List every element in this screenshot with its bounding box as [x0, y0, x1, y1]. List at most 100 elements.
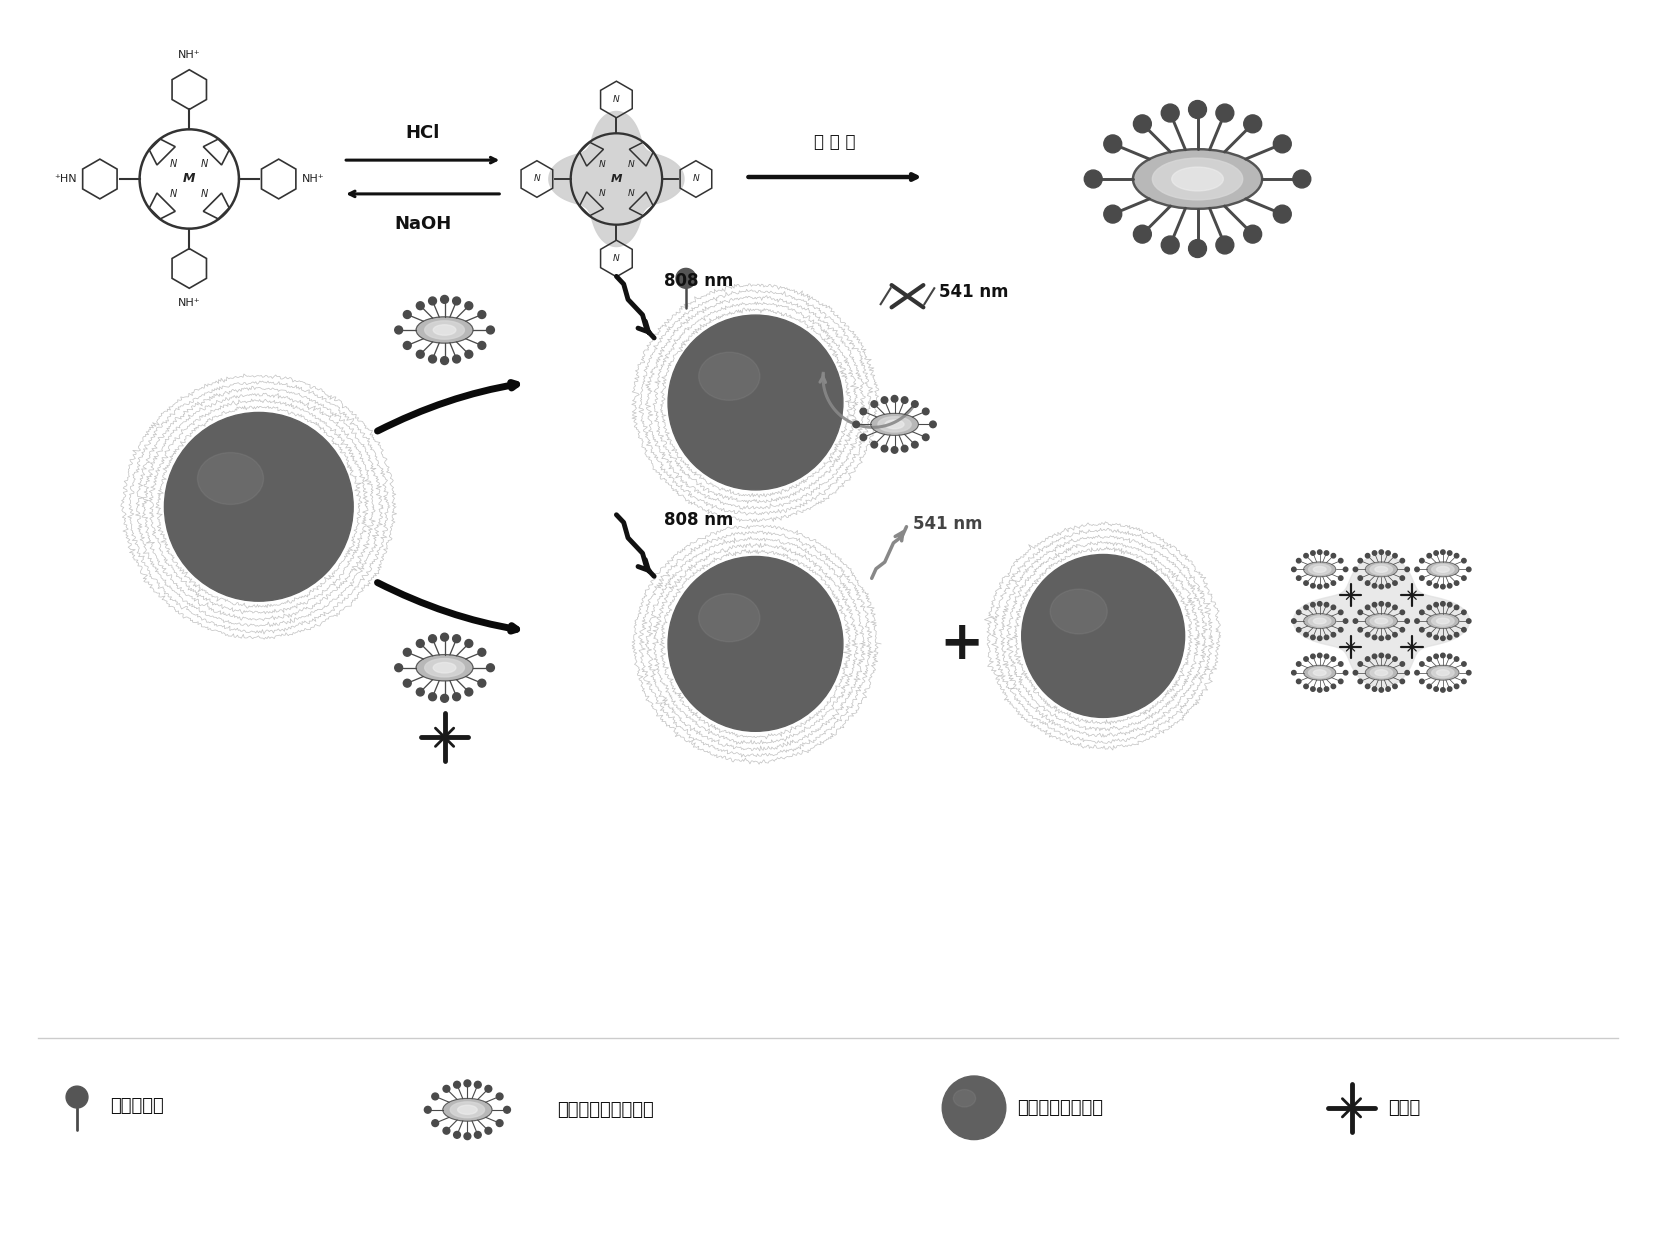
Circle shape: [1392, 554, 1397, 558]
Circle shape: [1324, 603, 1327, 607]
Text: 808 nm: 808 nm: [664, 511, 733, 529]
Circle shape: [478, 648, 485, 656]
Text: 541 nm: 541 nm: [938, 284, 1008, 301]
Ellipse shape: [1364, 561, 1397, 577]
Circle shape: [871, 401, 877, 407]
Text: 541 nm: 541 nm: [914, 515, 983, 533]
Ellipse shape: [415, 654, 473, 681]
Circle shape: [922, 435, 928, 441]
Circle shape: [1160, 104, 1178, 122]
Circle shape: [1453, 633, 1458, 637]
Text: 808 nm: 808 nm: [664, 273, 733, 290]
Text: 自 组 装: 自 组 装: [814, 133, 856, 151]
Circle shape: [1413, 568, 1418, 571]
Circle shape: [1392, 657, 1397, 661]
Ellipse shape: [1132, 149, 1261, 208]
Ellipse shape: [434, 662, 455, 673]
Circle shape: [1385, 584, 1390, 588]
Ellipse shape: [1312, 566, 1326, 573]
Circle shape: [1403, 619, 1408, 623]
Ellipse shape: [1152, 158, 1241, 200]
Ellipse shape: [1312, 618, 1326, 624]
Circle shape: [453, 1132, 460, 1138]
Circle shape: [1357, 628, 1362, 632]
Circle shape: [1433, 654, 1438, 658]
Circle shape: [452, 693, 460, 701]
Ellipse shape: [1312, 669, 1326, 676]
Ellipse shape: [1432, 615, 1453, 627]
Circle shape: [1453, 657, 1458, 661]
Circle shape: [463, 1133, 470, 1139]
Ellipse shape: [884, 420, 904, 428]
Circle shape: [1446, 603, 1451, 607]
Circle shape: [1296, 628, 1301, 632]
Circle shape: [1352, 619, 1357, 623]
Circle shape: [1317, 602, 1321, 605]
Polygon shape: [548, 112, 684, 246]
Circle shape: [1446, 654, 1451, 658]
Ellipse shape: [1172, 167, 1223, 191]
Circle shape: [880, 446, 887, 452]
Circle shape: [452, 296, 460, 305]
Circle shape: [667, 556, 842, 731]
Text: N: N: [200, 190, 209, 200]
Circle shape: [465, 350, 472, 358]
Circle shape: [1398, 679, 1403, 683]
Circle shape: [1466, 619, 1470, 623]
Circle shape: [452, 355, 460, 363]
Circle shape: [1385, 603, 1390, 607]
Circle shape: [404, 679, 410, 687]
Circle shape: [1331, 685, 1336, 688]
Circle shape: [415, 639, 424, 647]
Circle shape: [444, 1128, 450, 1134]
Circle shape: [1385, 551, 1390, 555]
Circle shape: [1293, 170, 1311, 188]
Circle shape: [1104, 205, 1120, 224]
Circle shape: [1418, 577, 1423, 580]
Circle shape: [1427, 580, 1430, 585]
Ellipse shape: [415, 317, 473, 343]
Circle shape: [1379, 688, 1382, 692]
Circle shape: [1337, 559, 1342, 563]
Circle shape: [487, 664, 495, 672]
Circle shape: [1461, 628, 1465, 632]
Circle shape: [1440, 636, 1445, 641]
Circle shape: [1403, 568, 1408, 571]
Ellipse shape: [1374, 669, 1387, 676]
Circle shape: [1365, 685, 1369, 688]
Circle shape: [394, 664, 402, 672]
Circle shape: [1372, 687, 1375, 691]
Circle shape: [1324, 654, 1327, 658]
Ellipse shape: [442, 1099, 492, 1122]
Ellipse shape: [197, 452, 263, 505]
Ellipse shape: [1427, 666, 1458, 679]
Circle shape: [1302, 554, 1307, 558]
Text: NH⁺: NH⁺: [301, 175, 324, 183]
Circle shape: [1331, 605, 1336, 609]
Circle shape: [496, 1093, 503, 1100]
Circle shape: [394, 327, 402, 334]
Circle shape: [1453, 554, 1458, 558]
Circle shape: [1379, 550, 1382, 554]
Circle shape: [1365, 580, 1369, 585]
Circle shape: [890, 396, 897, 402]
Circle shape: [1296, 610, 1301, 614]
Circle shape: [910, 441, 917, 448]
Text: NH⁺: NH⁺: [177, 298, 200, 308]
Circle shape: [1302, 605, 1307, 609]
Circle shape: [871, 441, 877, 448]
Ellipse shape: [1302, 614, 1336, 628]
Circle shape: [1379, 653, 1382, 658]
Circle shape: [1342, 568, 1347, 571]
Circle shape: [1084, 170, 1102, 188]
Circle shape: [1324, 687, 1327, 691]
Circle shape: [1453, 580, 1458, 585]
Text: N: N: [627, 188, 634, 197]
Circle shape: [1379, 636, 1382, 641]
Circle shape: [1418, 559, 1423, 563]
Circle shape: [1317, 688, 1321, 692]
Text: NH⁺: NH⁺: [177, 50, 200, 60]
Ellipse shape: [1364, 614, 1397, 628]
Circle shape: [1243, 225, 1261, 244]
Circle shape: [465, 639, 472, 647]
